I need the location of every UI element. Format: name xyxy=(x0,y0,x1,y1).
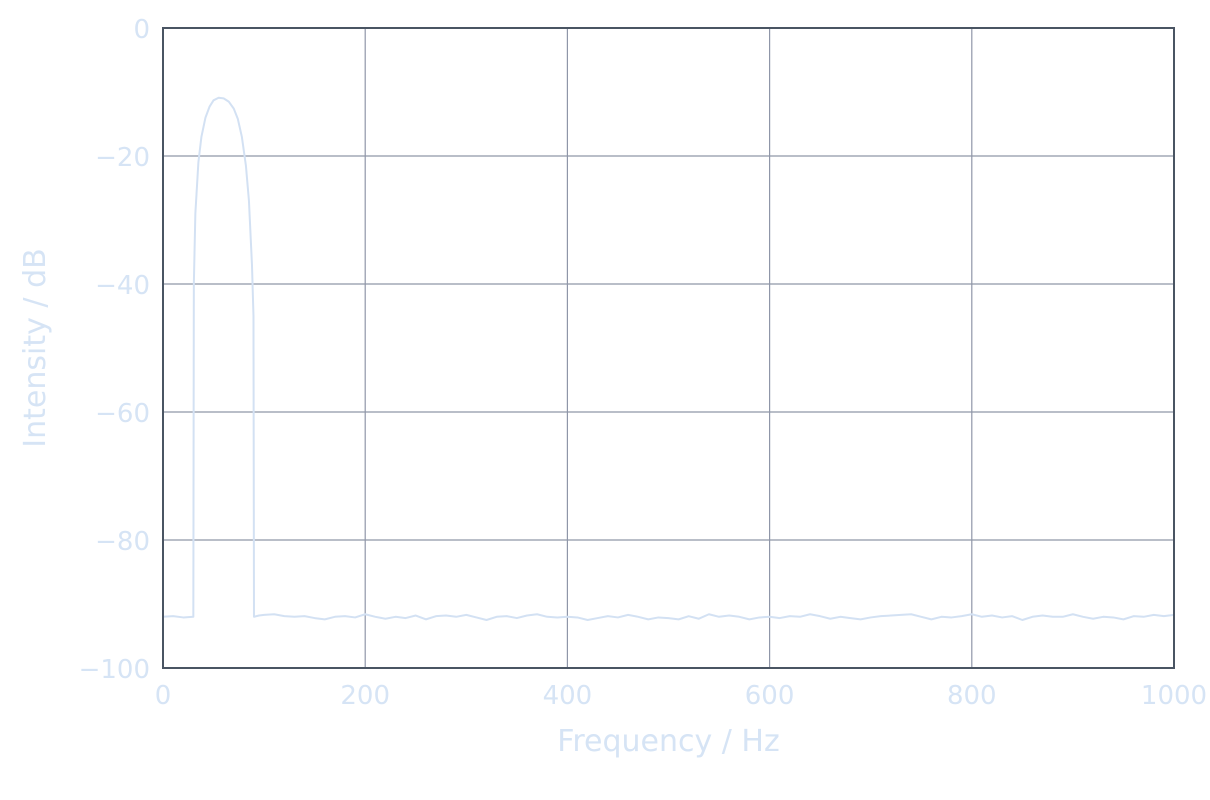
y-tick-label: −60 xyxy=(95,399,150,429)
grid-lines xyxy=(163,28,1174,668)
y-tick-label: −80 xyxy=(95,527,150,557)
x-tick-label: 200 xyxy=(340,681,390,711)
y-tick-label: −20 xyxy=(95,143,150,173)
y-tick-label: −40 xyxy=(95,271,150,301)
x-tick-label: 400 xyxy=(543,681,593,711)
y-axis-title: Intensity / dB xyxy=(18,248,53,447)
x-tick-label: 600 xyxy=(745,681,795,711)
x-axis-title: Frequency / Hz xyxy=(557,724,779,759)
x-tick-label: 1000 xyxy=(1141,681,1207,711)
y-tick-label: −100 xyxy=(79,655,150,685)
y-axis-ticks: 0 −20 −40 −60 −80 −100 xyxy=(79,15,150,685)
x-axis-ticks: 0 200 400 600 800 1000 xyxy=(155,681,1207,711)
series-line xyxy=(162,96,1175,621)
x-tick-label: 0 xyxy=(155,681,172,711)
plot-frame xyxy=(162,27,1175,669)
x-tick-label: 800 xyxy=(947,681,997,711)
y-tick-label: 0 xyxy=(133,15,150,45)
